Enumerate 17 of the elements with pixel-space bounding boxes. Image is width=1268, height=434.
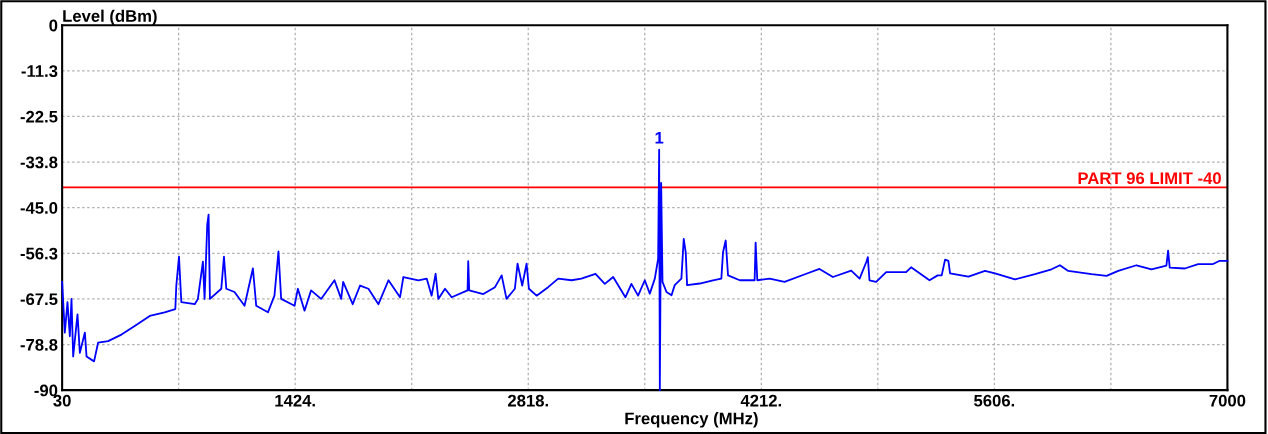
y-tick-label: -22.5 xyxy=(20,110,58,123)
x-tick-label: 1424. xyxy=(275,394,315,407)
x-tick-label: 5606. xyxy=(974,394,1015,407)
y-tick-label: -45.0 xyxy=(20,202,58,214)
ref-line-label: PART 96 LIMIT -40 xyxy=(1078,172,1221,185)
x-axis-title: Frequency (MHz) xyxy=(625,412,758,428)
y-axis-title: Level (dBm) xyxy=(63,9,157,26)
y-tick-label: -78.8 xyxy=(20,338,58,351)
y-tick-label: 0 xyxy=(49,19,58,32)
y-tick-label: -11.3 xyxy=(21,65,58,78)
x-tick-label: 4212. xyxy=(740,394,782,407)
y-tick-label: -56.3 xyxy=(20,247,58,260)
y-tick-label: -33.8 xyxy=(20,156,58,169)
annotation: 1 xyxy=(655,131,664,144)
x-tick-label: 2818. xyxy=(507,394,548,407)
y-tick-label: -67.5 xyxy=(20,293,58,306)
x-tick-label: 7000 xyxy=(1209,394,1246,407)
